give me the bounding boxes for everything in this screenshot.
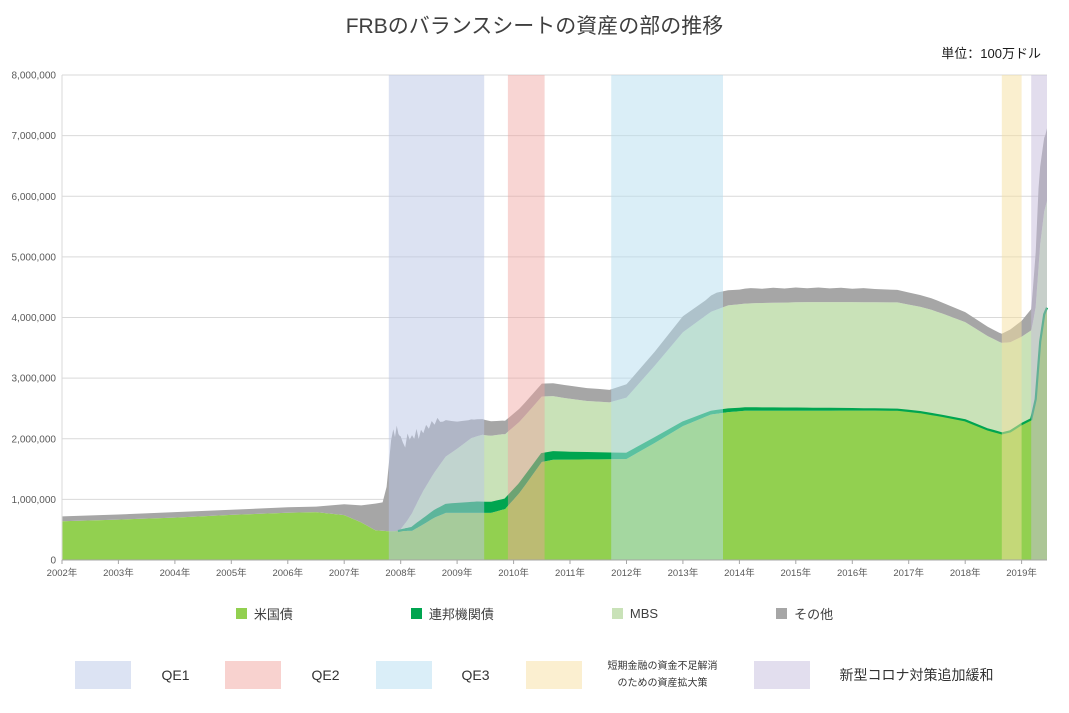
x-tick-label: 2016年: [837, 567, 868, 579]
band-qe2: [507, 75, 545, 560]
legend-item-other: その他: [776, 604, 833, 623]
y-tick-label: 4,000,000: [12, 313, 57, 324]
x-tick-label: 2003年: [103, 567, 134, 579]
y-tick-label: 0: [50, 556, 56, 567]
x-tick-label: 2017年: [893, 567, 924, 579]
y-tick-label: 7,000,000: [12, 131, 57, 142]
qe1-swatch-icon: [75, 661, 132, 689]
legend-label-qe2: QE2: [311, 667, 340, 683]
band-qe1: [388, 75, 485, 560]
band-repo-expansion: [1001, 75, 1022, 560]
legend-item-agency-debt: 連邦機関債: [410, 604, 494, 623]
us-treasuries-swatch-icon: [235, 608, 247, 619]
y-tick-label: 6,000,000: [12, 192, 57, 203]
legend-item-qe3: QE3: [375, 661, 490, 689]
series-legend: 米国債 連邦機関債 MBS その他: [0, 604, 1069, 623]
covid-easing-swatch-icon: [753, 661, 810, 689]
legend-label-us-treasuries: 米国債: [253, 607, 293, 622]
x-tick-label: 2005年: [216, 567, 247, 579]
x-tick-label: 2006年: [272, 567, 303, 579]
legend-item-repo-expansion: 短期金融の資金不足解消 のための資産拡大策: [525, 658, 718, 692]
x-tick-label: 2004年: [160, 567, 191, 579]
qe2-swatch-icon: [225, 661, 282, 689]
legend-item-qe2: QE2: [225, 661, 340, 689]
band-covid-easing: [1031, 75, 1047, 560]
x-tick-label: 2015年: [780, 567, 811, 579]
x-tick-label: 2007年: [329, 567, 360, 579]
y-tick-label: 2,000,000: [12, 434, 57, 445]
repo-expansion-swatch-icon: [525, 661, 582, 689]
other-swatch-icon: [776, 608, 788, 619]
legend-label-mbs: MBS: [629, 606, 659, 621]
stacked-area-chart: 0 1,000,000 2,000,000 3,000,000 4,000,000 5,0…: [12, 71, 1049, 579]
legend-item-covid-easing: 新型コロナ対策追加緩和: [753, 661, 994, 689]
x-tick-label: 2010年: [498, 567, 529, 579]
band-legend: QE1 QE2 QE3 短期金融の資金不足解消 のための資産拡大策 新型コロナ対…: [0, 658, 1069, 692]
area-us-treasuries: [62, 307, 1047, 560]
band-qe3: [611, 75, 723, 560]
x-tick-label: 2009年: [442, 567, 473, 579]
legend-item-us-treasuries: 米国債: [235, 604, 293, 623]
x-tick-label: 2008年: [385, 567, 416, 579]
x-tick-label: 2013年: [668, 567, 699, 579]
legend-label-agency-debt: 連邦機関債: [428, 607, 494, 622]
x-tick-label: 2018年: [950, 567, 981, 579]
mbs-swatch-icon: [611, 608, 623, 619]
legend-label-qe3: QE3: [461, 667, 490, 683]
qe3-swatch-icon: [375, 661, 432, 689]
unit-label: 単位：100万ドル: [941, 46, 1041, 61]
y-tick-label: 1,000,000: [12, 495, 57, 506]
y-tick-label: 8,000,000: [12, 71, 57, 82]
y-tick-label: 5,000,000: [12, 252, 57, 263]
y-tick-label: 3,000,000: [12, 374, 57, 385]
legend-label-qe1: QE1: [161, 667, 190, 683]
legend-item-qe1: QE1: [75, 661, 189, 689]
chart-title: FRBのバランスシートの資産の部の推移: [345, 15, 724, 38]
x-tick-label: 2012年: [611, 567, 642, 579]
legend-label-repo-expansion: 短期金融の資金不足解消 のための資産拡大策: [607, 661, 718, 689]
x-tick-label: 2019年: [1006, 567, 1037, 579]
agency-debt-swatch-icon: [410, 608, 422, 619]
legend-label-covid-easing: 新型コロナ対策追加緩和: [839, 667, 994, 683]
x-tick-label: 2002年: [47, 567, 78, 579]
x-tick-label: 2014年: [724, 567, 755, 579]
area-mbs: [62, 201, 1047, 532]
x-tick-label: 2011年: [555, 567, 585, 579]
legend-label-other: その他: [794, 607, 834, 622]
legend-item-mbs: MBS: [611, 606, 659, 621]
